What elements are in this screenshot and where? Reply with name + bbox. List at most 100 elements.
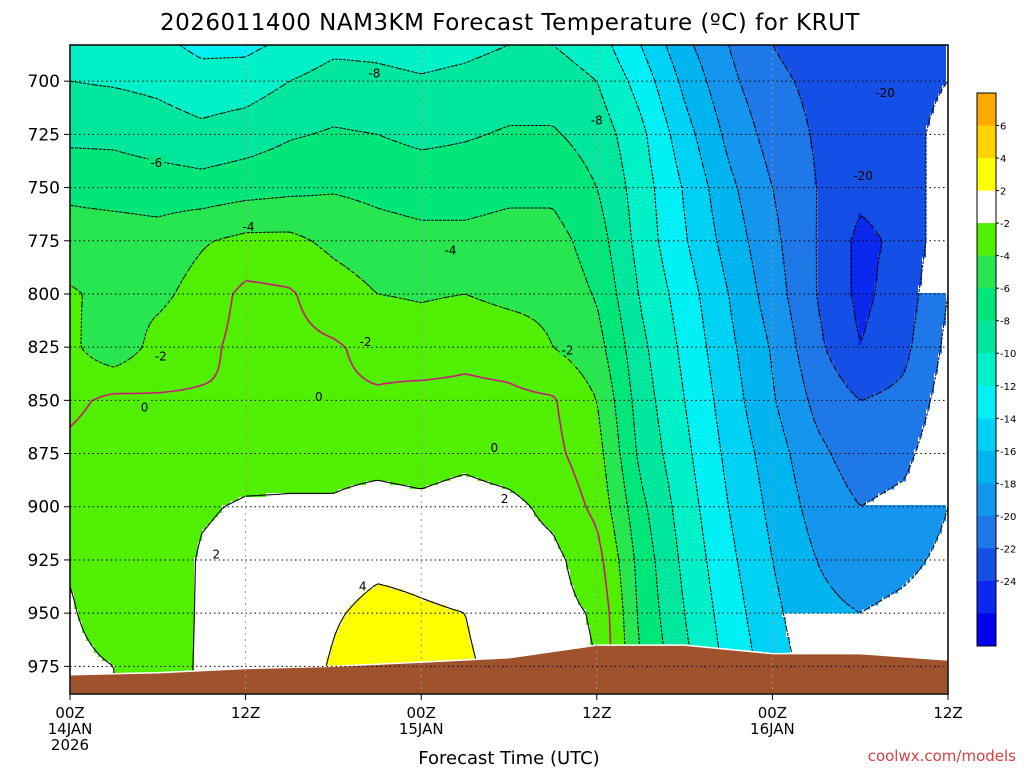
colorbar-swatch (977, 515, 996, 549)
temperature-cell (654, 557, 678, 562)
temperature-cell (742, 377, 774, 382)
temperature-cell (702, 313, 730, 318)
temperature-cell (70, 233, 238, 238)
temperature-cell (694, 129, 722, 134)
temperature-cell (738, 353, 770, 358)
temperature-cell (858, 213, 862, 218)
temperature-cell (814, 181, 926, 186)
temperature-cell (630, 369, 650, 374)
temperature-cell (70, 261, 194, 266)
temperature-cell (610, 361, 626, 366)
temperature-cell (662, 97, 682, 102)
temperature-cell (702, 157, 730, 162)
temperature-cell (774, 189, 818, 194)
temperature-cell (646, 493, 670, 498)
temperature-cell (814, 549, 930, 554)
temperature-cell (310, 133, 378, 138)
temperature-cell (626, 345, 646, 350)
temperature-cell (634, 569, 654, 574)
temperature-cell (786, 289, 818, 294)
temperature-cell (634, 561, 654, 566)
contour-line (179, 44, 722, 694)
temperature-cell (702, 301, 730, 306)
temperature-cell (378, 61, 466, 66)
temperature-cell (706, 561, 738, 566)
temperature-cell (702, 513, 730, 518)
temperature-cell (590, 641, 626, 646)
temperature-cell (654, 549, 678, 554)
temperature-cell (70, 413, 598, 418)
temperature-cell (614, 121, 642, 126)
temperature-cell (654, 73, 678, 78)
temperature-cell (874, 293, 918, 298)
temperature-cell (758, 285, 786, 290)
temperature-cell (70, 557, 194, 562)
temperature-cell (814, 161, 926, 166)
temperature-cell (346, 613, 466, 618)
temperature-cell (650, 369, 682, 374)
temperature-cell (626, 633, 638, 638)
temperature-cell (754, 125, 810, 130)
temperature-cell (658, 237, 686, 242)
temperature-cell (354, 197, 598, 202)
temperature-cell (570, 581, 622, 586)
temperature-cell (830, 581, 906, 586)
temperature-cell (94, 649, 194, 654)
temperature-cell (686, 101, 714, 106)
colorbar: 642-2-4-6-8-10-12-14-16-18-20-22-24 (976, 92, 1016, 647)
temperature-cell (70, 293, 82, 298)
temperature-cell (694, 473, 726, 478)
temperature-cell (630, 381, 654, 386)
temperature-cell (798, 345, 826, 350)
y-tick-label: 975 (28, 657, 60, 677)
temperature-cell (874, 281, 922, 286)
temperature-cell (742, 577, 778, 582)
temperature-cell (726, 281, 754, 286)
temperature-cell (726, 153, 762, 158)
temperature-cell (658, 577, 682, 582)
temperature-cell (794, 329, 822, 334)
temperature-cell (194, 589, 366, 594)
temperature-cell (614, 125, 646, 130)
temperature-cell (778, 585, 830, 590)
temperature-cell (910, 353, 938, 358)
temperature-cell (686, 229, 714, 234)
temperature-cell (818, 241, 850, 246)
temperature-cell (70, 113, 194, 118)
temperature-cell (818, 309, 854, 314)
temperature-cell (578, 257, 610, 262)
temperature-cells (70, 45, 946, 695)
temperature-cell (686, 213, 714, 218)
temperature-cell (814, 165, 926, 170)
plot-frame (69, 44, 949, 695)
temperature-cell (634, 409, 658, 414)
temperature-cell (786, 273, 818, 278)
temperature-cell (622, 577, 634, 582)
temperature-cell (750, 109, 806, 114)
temperature-cell (222, 237, 306, 242)
temperature-cell (706, 541, 734, 546)
temperature-cell (586, 69, 622, 74)
temperature-cell (82, 625, 194, 630)
temperature-cell (730, 49, 778, 54)
temperature-cell (606, 481, 626, 486)
temperature-cell (222, 505, 530, 510)
credit-link[interactable]: coolwx.com/models (868, 747, 1016, 765)
temperature-cell (70, 109, 182, 114)
temperature-cell (678, 165, 702, 170)
temperature-cell (630, 365, 650, 370)
temperature-cell (750, 429, 782, 434)
temperature-cell (638, 101, 662, 106)
temperature-cell (486, 53, 566, 58)
temperature-cell (622, 473, 638, 478)
temperature-cell (678, 545, 706, 550)
temperature-cell (790, 317, 822, 322)
temperature-cell (918, 305, 946, 310)
temperature-cell (214, 113, 610, 118)
temperature-cell (854, 225, 874, 230)
temperature-cell (614, 537, 630, 542)
temperature-cell (70, 133, 310, 138)
temperature-cell (778, 401, 810, 406)
temperature-cell (722, 257, 750, 262)
temperature-cell (618, 305, 642, 310)
